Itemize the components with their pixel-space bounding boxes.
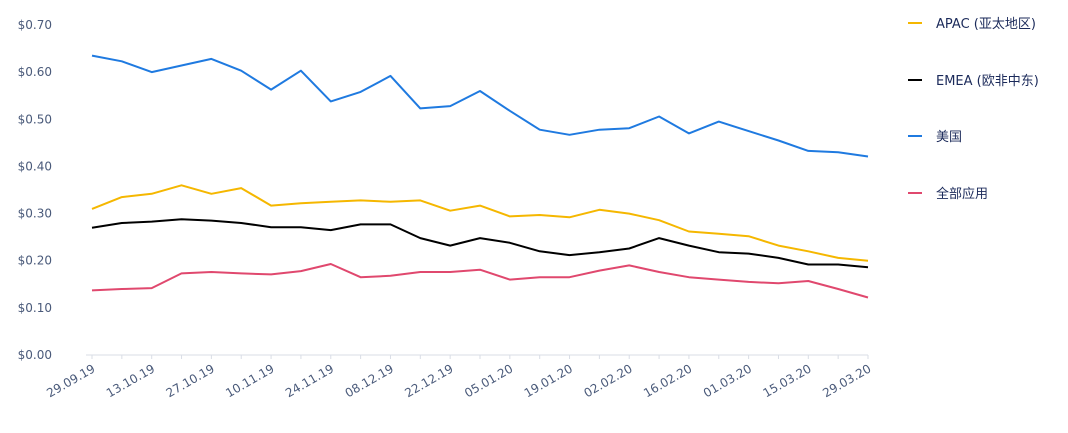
y-tick-label: $0.00 <box>18 348 52 362</box>
x-tick-label: 22.12.19 <box>402 361 455 400</box>
legend-item-us[interactable]: 美国 <box>908 126 962 145</box>
x-tick-label: 02.02.20 <box>581 361 634 400</box>
y-tick-label: $0.60 <box>18 65 52 79</box>
x-tick-label: 19.01.20 <box>522 361 575 400</box>
y-tick-label: $0.70 <box>18 18 52 32</box>
legend-swatch-all-apps <box>908 191 922 194</box>
y-tick-label: $0.40 <box>18 159 52 173</box>
x-tick-label: 27.10.19 <box>164 361 217 400</box>
x-tick-label: 08.12.19 <box>343 361 396 400</box>
x-tick-label: 24.11.19 <box>283 361 336 400</box>
legend-swatch-us <box>908 134 922 137</box>
legend-swatch-emea <box>908 78 922 81</box>
legend-item-all-apps[interactable]: 全部应用 <box>908 183 988 202</box>
legend-item-emea[interactable]: EMEA (欧非中东) <box>908 70 1039 89</box>
y-tick-label: $0.20 <box>18 254 52 268</box>
line-chart: $0.00 $0.10 $0.20 $0.30 $0.40 $0.50 $0.60 $0.70… <box>18 18 874 400</box>
series-line-all-apps <box>91 263 869 299</box>
series-line-emea <box>91 218 869 269</box>
x-tick-label: 10.11.19 <box>223 361 276 400</box>
legend-item-apac[interactable]: APAC (亚太地区) <box>908 13 1036 32</box>
x-tick-label: 01.03.20 <box>701 361 754 400</box>
x-tick-label: 13.10.19 <box>104 361 157 400</box>
x-tick-label: 15.03.20 <box>761 361 814 400</box>
y-tick-label: $0.30 <box>18 207 52 221</box>
legend-label-all-apps: 全部应用 <box>936 187 989 202</box>
y-tick-label: $0.10 <box>18 301 52 315</box>
series-line-us <box>91 54 869 158</box>
legend-swatch-apac <box>908 21 922 24</box>
series-lines <box>91 54 869 299</box>
x-tick-label: 29.09.19 <box>44 361 97 400</box>
x-tick-label: 05.01.20 <box>462 361 515 400</box>
x-axis: 29.09.19 13.10.19 27.10.19 10.11.19 24.11.19… <box>44 354 874 400</box>
legend-label-emea: EMEA (欧非中东) <box>936 74 1039 89</box>
y-axis: $0.00 $0.10 $0.20 $0.30 $0.40 $0.50 $0.60 $0.70 <box>18 18 52 362</box>
x-tick-label: 29.03.20 <box>820 361 873 400</box>
series-line-apac <box>91 184 869 262</box>
legend-label-apac: APAC (亚太地区) <box>936 17 1036 32</box>
legend-label-us: 美国 <box>936 130 963 145</box>
x-tick-label: 16.02.20 <box>641 361 694 400</box>
y-tick-label: $0.50 <box>18 112 52 126</box>
